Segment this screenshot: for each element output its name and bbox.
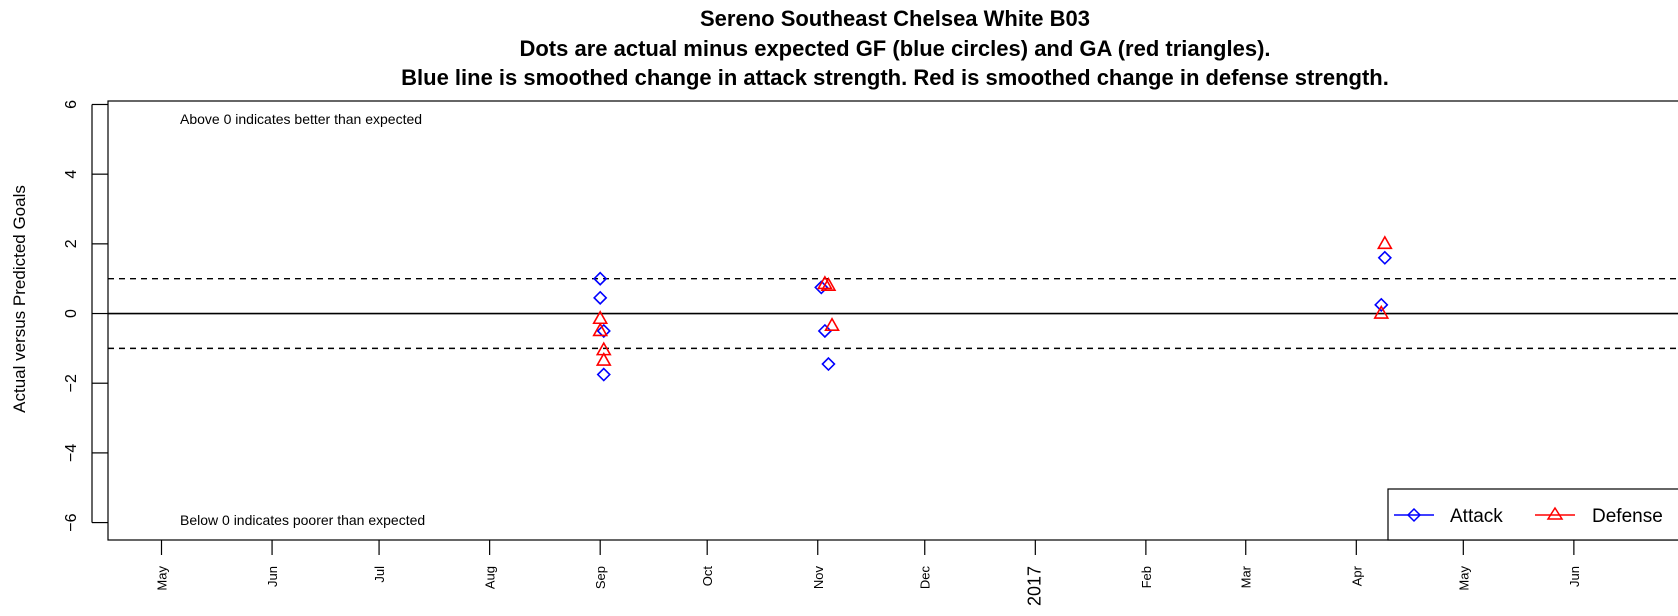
y-tick-label-3: 0 xyxy=(63,309,80,318)
data-series xyxy=(592,235,1393,382)
attack-point-8 xyxy=(1377,250,1392,265)
x-tick-label-4: Sep xyxy=(593,566,608,589)
legend: Attack Defense xyxy=(1387,488,1678,541)
y-tick-label-0: −6 xyxy=(63,513,80,531)
y-tick-label-1: −4 xyxy=(63,444,80,462)
reference-lines xyxy=(108,277,1678,350)
y-axis-label: Actual versus Predicted Goals xyxy=(10,185,29,413)
defense-point-8 xyxy=(1376,235,1393,250)
legend-box xyxy=(1387,488,1678,541)
defense-point-5 xyxy=(820,277,837,291)
attack-point-1 xyxy=(593,290,608,305)
chart-title-line-3: Blue line is smoothed change in attack s… xyxy=(401,65,1389,90)
attack-point-6 xyxy=(821,356,836,372)
annotation-below: Below 0 indicates poorer than expected xyxy=(180,512,425,528)
attack-point-0 xyxy=(593,271,608,286)
x-tick-label-13: Jun xyxy=(1567,566,1582,587)
legend-defense-marker xyxy=(1546,506,1564,520)
attack-point-3 xyxy=(596,367,611,382)
y-tick-label-6: 6 xyxy=(63,100,80,109)
series-defense xyxy=(592,235,1393,366)
attack-point-5 xyxy=(817,323,833,339)
series-attack xyxy=(593,250,1392,382)
x-tick-label-5: Oct xyxy=(700,566,715,587)
legend-attack-marker xyxy=(1406,507,1422,523)
x-tick-label-0: May xyxy=(154,566,169,591)
x-tick-label-2: Jul xyxy=(372,566,387,583)
x-tick-label-9: Feb xyxy=(1139,566,1154,588)
attack-point-7 xyxy=(1374,297,1389,312)
y-tick-label-4: 2 xyxy=(63,239,80,248)
defense-point-4 xyxy=(817,275,833,290)
x-tick-label-8: 2017 xyxy=(1024,566,1044,606)
attack-point-2 xyxy=(596,323,611,339)
x-tick-label-11: Apr xyxy=(1349,565,1364,586)
defense-point-6 xyxy=(824,317,840,332)
legend-defense-label: Defense xyxy=(1592,506,1663,527)
chart-title: Sereno Southeast Chelsea White B03 Dots … xyxy=(401,6,1389,90)
defense-point-7 xyxy=(1373,304,1390,319)
legend-attack-label: Attack xyxy=(1450,506,1503,527)
x-tick-label-1: Jun xyxy=(265,566,280,587)
x-tick-label-10: Mar xyxy=(1239,565,1254,588)
chart-title-line-1: Sereno Southeast Chelsea White B03 xyxy=(700,6,1090,31)
x-tick-label-12: May xyxy=(1456,566,1471,591)
y-tick-label-2: −2 xyxy=(63,374,80,392)
defense-point-3 xyxy=(595,351,612,366)
defense-point-1 xyxy=(592,322,609,337)
x-tick-label-6: Nov xyxy=(811,566,826,590)
x-tick-label-3: Aug xyxy=(483,566,498,589)
y-axis: −6 −4 −2 0 2 4 6 xyxy=(63,100,108,532)
annotation-above: Above 0 indicates better than expected xyxy=(180,111,422,127)
y-tick-label-5: 4 xyxy=(63,170,80,179)
chart-title-line-2: Dots are actual minus expected GF (blue … xyxy=(519,36,1270,61)
plot-area xyxy=(107,100,1678,541)
x-axis: May Jun Jul Aug Sep Oct Nov Dec 2017 Feb Mar Apr May… xyxy=(154,540,1582,606)
x-tick-label-7: Dec xyxy=(918,566,933,590)
